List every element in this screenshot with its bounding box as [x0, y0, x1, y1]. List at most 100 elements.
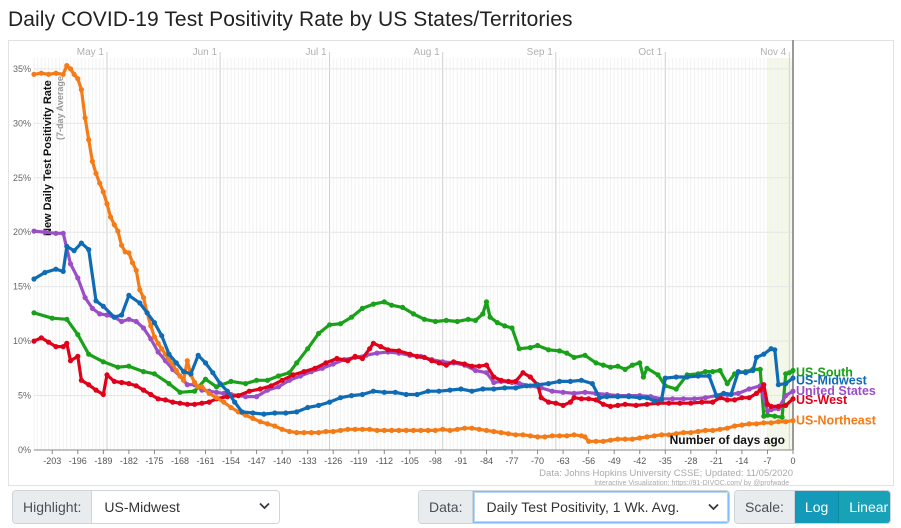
data-point [31, 71, 37, 77]
data-point [491, 374, 497, 380]
data-select[interactable]: Daily Test Positivity, 1 Wk. Avg. [473, 491, 729, 523]
data-point [710, 369, 716, 375]
data-point [159, 333, 165, 339]
data-point [783, 393, 789, 399]
data-point [724, 425, 730, 431]
data-point [392, 389, 398, 395]
data-point [155, 349, 161, 355]
data-point [556, 378, 563, 384]
data-point [637, 395, 643, 401]
data-point [670, 396, 676, 402]
data-point [115, 228, 121, 234]
data-point [666, 432, 672, 438]
data-point [607, 437, 614, 443]
data-point [49, 315, 55, 321]
data-point [188, 371, 194, 377]
data-point [600, 401, 606, 407]
data-point [403, 391, 409, 398]
data-point [502, 385, 508, 391]
data-point [155, 396, 161, 402]
data-point [173, 367, 179, 374]
data-point [144, 310, 150, 316]
data-point [644, 434, 650, 440]
x-tick-label: -154 [222, 456, 240, 466]
data-point [454, 426, 460, 432]
series-us-west[interactable] [31, 335, 796, 409]
data-point [294, 360, 300, 366]
data-point [527, 374, 533, 380]
data-point [783, 381, 789, 387]
data-point [491, 386, 497, 392]
data-point [177, 389, 183, 395]
data-point [545, 347, 552, 353]
y-tick-label: 30% [13, 118, 31, 128]
y-tick-label: 5% [18, 391, 31, 401]
data-point [607, 403, 614, 409]
data-point [78, 87, 84, 93]
series-us-northeast[interactable] [31, 63, 796, 444]
data-point [432, 427, 438, 433]
data-point [421, 316, 427, 322]
data-point [389, 427, 395, 433]
data-point [381, 427, 387, 433]
data-point [746, 395, 752, 401]
data-point [655, 372, 661, 378]
series-end-label: US-Northeast [796, 414, 877, 428]
data-point [732, 423, 738, 429]
scale-log-button[interactable]: Log [794, 491, 839, 523]
data-point [589, 381, 595, 387]
data-point [195, 384, 201, 390]
data-point [662, 375, 668, 381]
data-point [538, 395, 544, 401]
x-tick-label: -98 [429, 456, 442, 466]
data-point [571, 432, 577, 438]
data-point [38, 335, 44, 341]
data-point [516, 346, 522, 352]
data-point [148, 323, 154, 329]
data-point [626, 394, 632, 400]
data-point [629, 436, 636, 442]
data-point [753, 421, 760, 427]
data-point [155, 340, 161, 346]
x-tick-label: -196 [69, 456, 87, 466]
data-point [509, 325, 515, 331]
data-point [710, 399, 716, 405]
data-point [790, 396, 796, 402]
data-point [173, 360, 179, 366]
data-point [261, 411, 267, 417]
data-point [666, 400, 672, 406]
data-point [89, 305, 95, 311]
data-point [381, 299, 387, 305]
series-us-midwest[interactable] [31, 240, 796, 417]
month-marker-label: Jul 1 [305, 47, 327, 58]
x-tick-label: -77 [506, 456, 519, 466]
data-point [567, 378, 574, 384]
data-point [491, 379, 497, 386]
data-point [294, 409, 300, 415]
x-tick-label: -189 [94, 456, 112, 466]
data-point [330, 428, 336, 435]
x-tick-label: -70 [531, 456, 544, 466]
data-point [560, 402, 566, 408]
data-point [46, 339, 52, 345]
chart-area: May 1 Jun 1 Jul 1 Aug 1 Sep 1 Oct 1 Nov 4 0% 5% 1… [8, 40, 894, 486]
x-tick-label: -119 [350, 456, 367, 466]
data-point [545, 381, 552, 387]
data-point [706, 373, 712, 379]
data-point [75, 275, 81, 281]
x-tick-label: -182 [120, 456, 138, 466]
data-point [524, 383, 530, 389]
data-point [545, 399, 552, 405]
data-point [254, 377, 260, 383]
data-point [348, 314, 355, 320]
data-point [410, 427, 417, 433]
data-point [228, 378, 234, 384]
data-point [199, 384, 205, 390]
data-point [239, 409, 245, 415]
scale-linear-button[interactable]: Linear [838, 491, 890, 523]
y-tick-label: 25% [13, 173, 31, 183]
data-point [498, 430, 504, 436]
data-point [162, 351, 168, 357]
data-point [702, 369, 709, 375]
highlight-select[interactable]: US-Midwest [92, 491, 279, 523]
